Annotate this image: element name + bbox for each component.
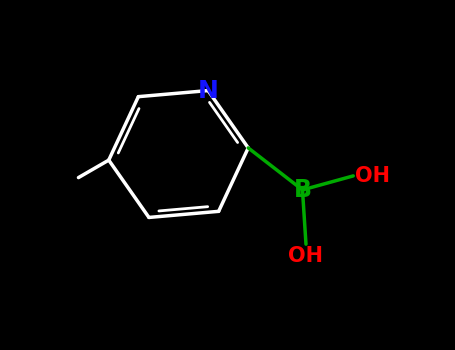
Text: B: B (293, 178, 312, 202)
Text: OH: OH (288, 246, 324, 266)
Text: N: N (197, 78, 218, 103)
Text: OH: OH (355, 166, 390, 186)
